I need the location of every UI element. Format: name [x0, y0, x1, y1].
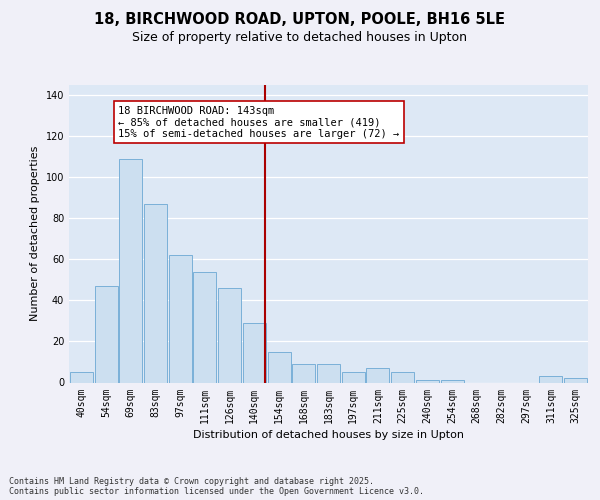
Bar: [169, 256, 192, 382]
Bar: [440, 380, 464, 382]
X-axis label: Distribution of detached houses by size in Upton: Distribution of detached houses by size …: [193, 430, 464, 440]
Bar: [218, 288, 241, 382]
Text: Contains HM Land Registry data © Crown copyright and database right 2025.
Contai: Contains HM Land Registry data © Crown c…: [9, 476, 424, 496]
Bar: [243, 323, 266, 382]
Bar: [317, 364, 340, 382]
Y-axis label: Number of detached properties: Number of detached properties: [30, 146, 40, 322]
Bar: [144, 204, 167, 382]
Bar: [564, 378, 587, 382]
Bar: [119, 159, 142, 382]
Bar: [391, 372, 414, 382]
Bar: [539, 376, 562, 382]
Bar: [342, 372, 365, 382]
Bar: [292, 364, 315, 382]
Bar: [268, 352, 290, 382]
Text: 18 BIRCHWOOD ROAD: 143sqm
← 85% of detached houses are smaller (419)
15% of semi: 18 BIRCHWOOD ROAD: 143sqm ← 85% of detac…: [118, 106, 400, 138]
Bar: [416, 380, 439, 382]
Bar: [70, 372, 93, 382]
Bar: [367, 368, 389, 382]
Text: 18, BIRCHWOOD ROAD, UPTON, POOLE, BH16 5LE: 18, BIRCHWOOD ROAD, UPTON, POOLE, BH16 5…: [95, 12, 505, 28]
Text: Size of property relative to detached houses in Upton: Size of property relative to detached ho…: [133, 31, 467, 44]
Bar: [95, 286, 118, 382]
Bar: [193, 272, 217, 382]
